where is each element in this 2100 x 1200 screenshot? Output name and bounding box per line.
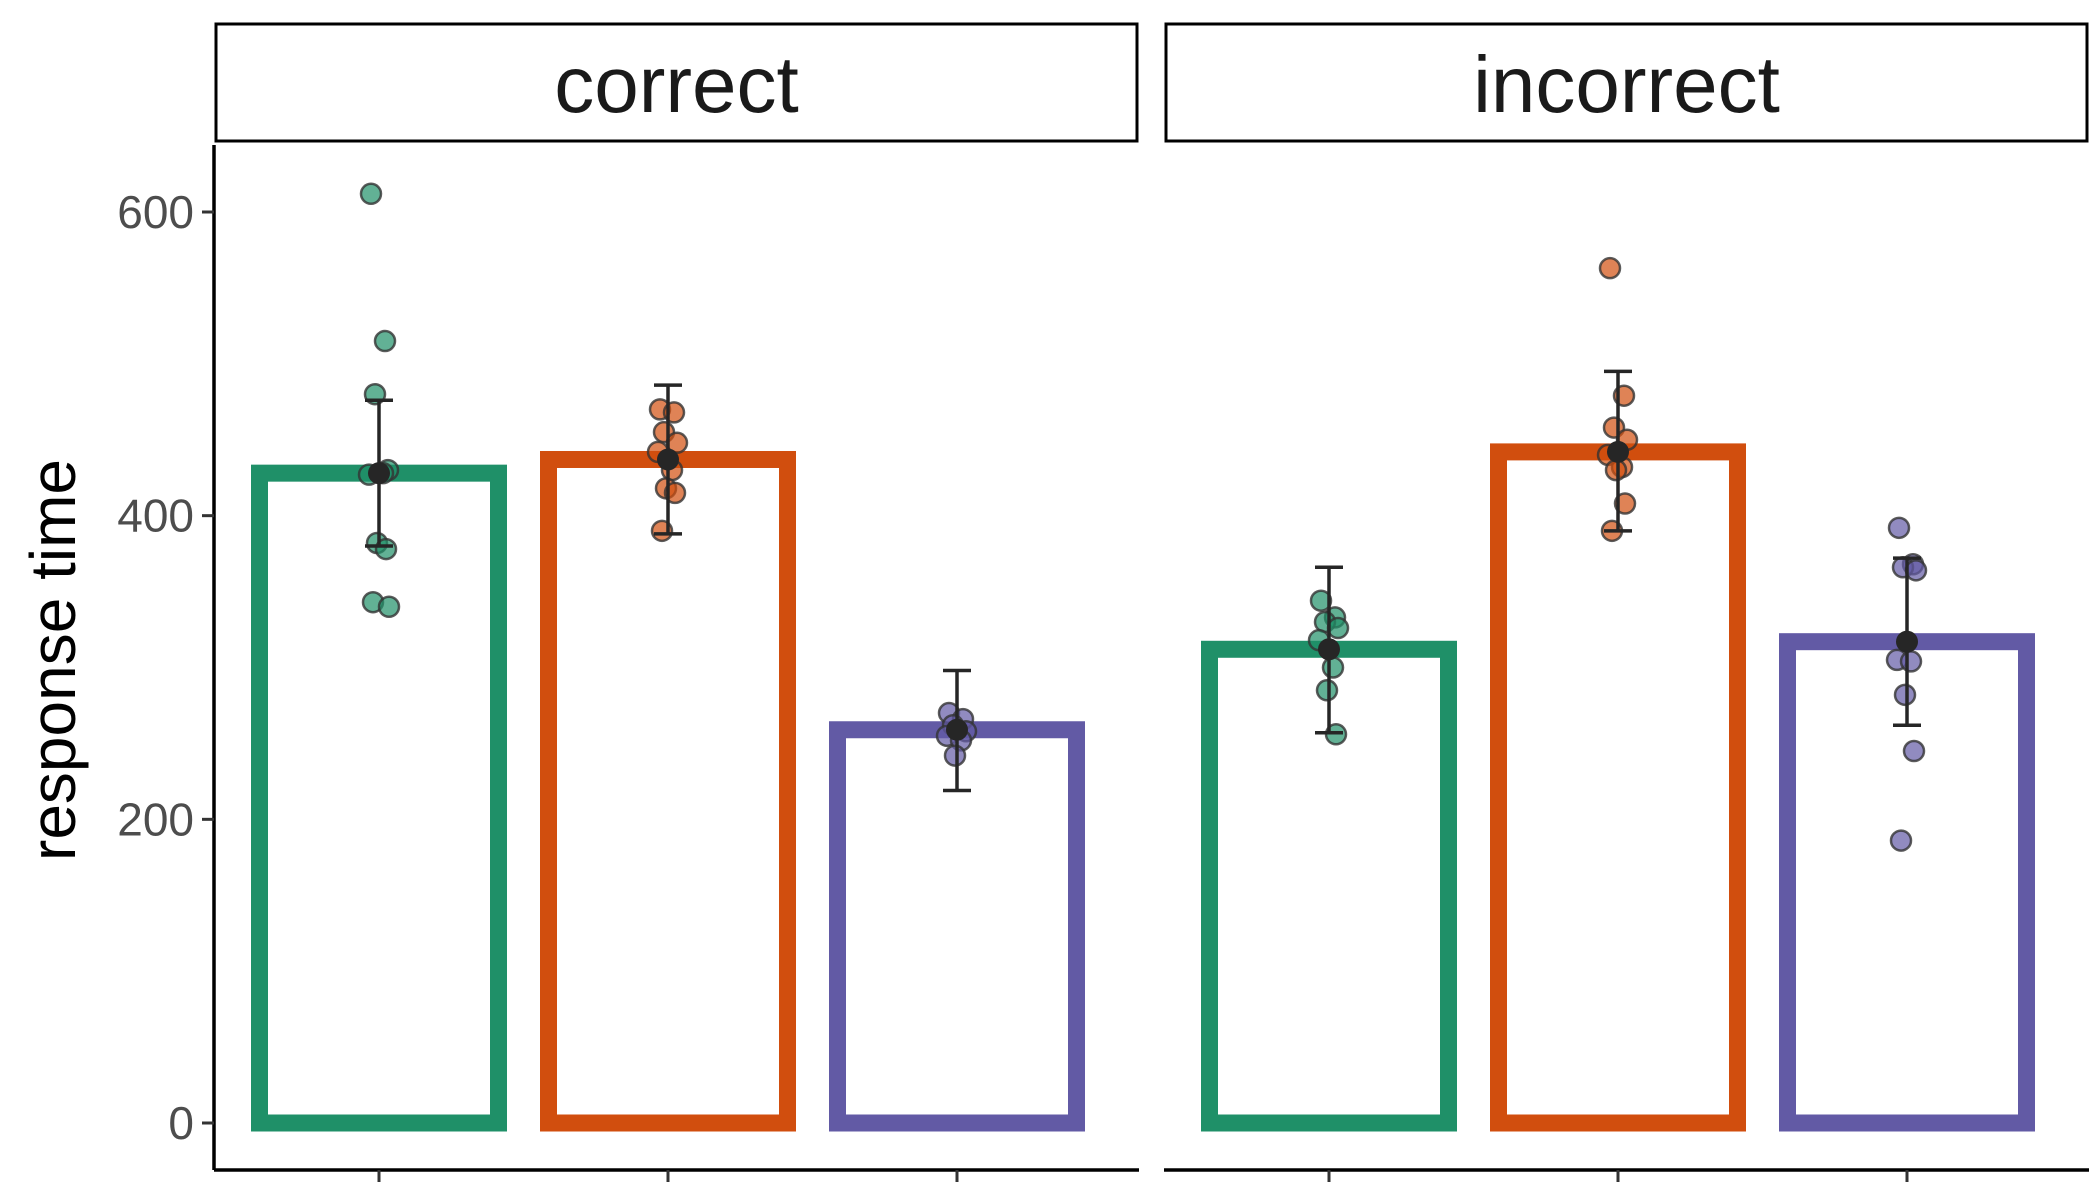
panel-correct: correct 0 200 400 600: [117, 22, 1139, 1182]
y-tick-label: 400: [117, 490, 194, 542]
bar: [251, 464, 507, 1132]
panel-strip: [214, 22, 1139, 143]
data-point: [1904, 559, 1928, 582]
mean-point: [946, 718, 968, 741]
panel-strip: [1164, 22, 2089, 143]
mean-point: [657, 448, 679, 471]
data-point: [1321, 656, 1345, 679]
data-point: [374, 537, 398, 561]
panel-incorrect: incorrect: [1164, 22, 2089, 1182]
y-tick-label: 200: [117, 793, 194, 845]
y-tick-label: 600: [117, 186, 194, 238]
data-point: [377, 595, 401, 619]
data-point: [359, 182, 383, 206]
mean-point: [368, 462, 390, 485]
panels-layer: correct 0 200 400 600 incorrect: [117, 22, 2089, 1182]
data-point: [1893, 683, 1917, 707]
data-point: [1309, 589, 1333, 612]
y-tick-label: 0: [168, 1097, 194, 1149]
data-point: [1902, 739, 1926, 763]
data-point: [1315, 679, 1339, 702]
panel-strip-label: correct: [554, 40, 799, 129]
panel-strip-label: incorrect: [1473, 40, 1780, 129]
data-point: [1899, 650, 1923, 673]
data-point: [1613, 492, 1637, 515]
data-point: [1598, 256, 1622, 280]
bar: [540, 450, 796, 1132]
data-point: [943, 744, 967, 767]
mean-point: [1896, 630, 1918, 653]
y-axis-title: response time: [17, 459, 89, 861]
mean-point: [1607, 440, 1629, 463]
mean-point: [1318, 638, 1340, 661]
data-point: [1326, 616, 1350, 640]
data-point: [1887, 516, 1911, 540]
data-point: [1604, 458, 1628, 482]
data-point: [663, 481, 687, 505]
data-point: [373, 329, 397, 353]
data-point: [1889, 829, 1913, 852]
bar: [1490, 443, 1746, 1132]
